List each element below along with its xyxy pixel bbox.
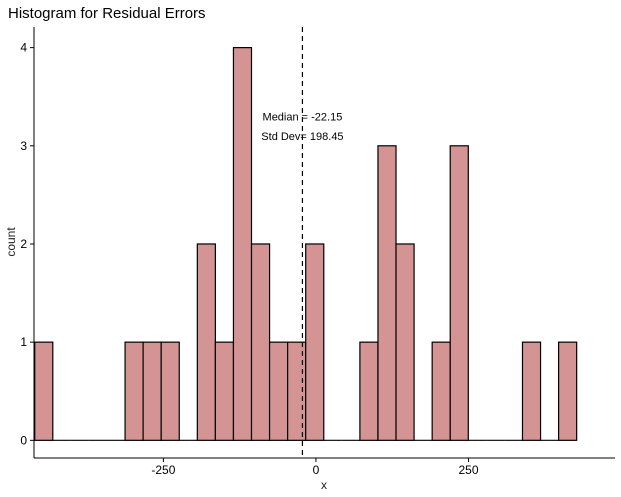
x-tick-label: -250 xyxy=(151,463,175,477)
histogram-bar xyxy=(449,145,469,441)
x-tick-label: 0 xyxy=(313,463,320,477)
histogram-bar xyxy=(124,341,144,441)
x-axis-label: x xyxy=(321,478,327,492)
annotations-group: Median = -22.15 Std Dev= 198.45 xyxy=(261,111,343,143)
histogram-bar xyxy=(377,145,397,441)
histogram-bar xyxy=(305,243,325,441)
y-tick-label: 3 xyxy=(20,139,27,153)
bars-group xyxy=(34,47,578,441)
histogram-bar xyxy=(558,341,578,441)
chart-title: Histogram for Residual Errors xyxy=(8,5,206,22)
histogram-bar xyxy=(268,341,289,441)
x-ticks-group: -250 0 250 xyxy=(151,458,479,477)
histogram-bar xyxy=(521,341,542,441)
histogram-bar xyxy=(359,341,379,441)
y-axis-label: count xyxy=(4,227,18,257)
histogram-bar xyxy=(142,341,162,441)
y-tick-label: 0 xyxy=(20,433,27,447)
y-tick-label: 4 xyxy=(20,41,27,55)
y-tick-label: 2 xyxy=(20,237,27,251)
histogram-bar xyxy=(160,341,180,441)
histogram-bar xyxy=(214,341,235,441)
y-ticks-group: 0 1 2 3 4 xyxy=(20,41,34,447)
histogram-bar xyxy=(395,243,415,441)
histogram-bar xyxy=(196,243,216,441)
histogram-bar xyxy=(431,341,451,441)
y-tick-label: 1 xyxy=(20,335,27,349)
annotation-label: Median = -22.15 xyxy=(263,111,343,123)
histogram-bar xyxy=(34,341,54,441)
histogram-bar xyxy=(250,243,271,441)
histogram-bar xyxy=(232,47,253,441)
x-tick-label: 250 xyxy=(459,463,479,477)
annotation-label: Std Dev= 198.45 xyxy=(261,131,343,143)
